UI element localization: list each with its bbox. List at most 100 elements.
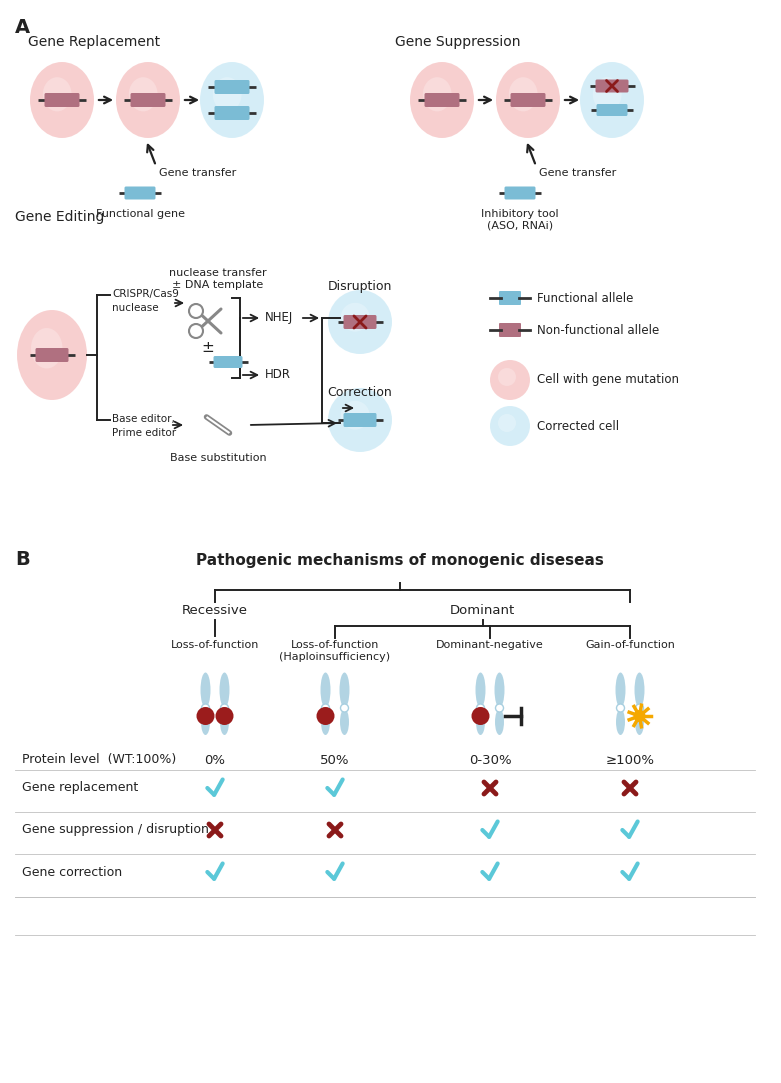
Ellipse shape (340, 709, 349, 735)
Text: Protein level  (WT:100%): Protein level (WT:100%) (22, 754, 177, 767)
Circle shape (216, 707, 234, 725)
Ellipse shape (129, 77, 158, 112)
Text: Gene correction: Gene correction (22, 865, 122, 878)
Ellipse shape (494, 673, 505, 707)
FancyBboxPatch shape (45, 93, 80, 107)
Ellipse shape (212, 77, 241, 112)
Ellipse shape (31, 328, 62, 368)
Ellipse shape (219, 673, 230, 707)
FancyBboxPatch shape (425, 93, 459, 107)
Ellipse shape (321, 709, 330, 735)
FancyBboxPatch shape (511, 93, 545, 107)
Text: Cell with gene mutation: Cell with gene mutation (537, 374, 679, 387)
Text: Gene replacement: Gene replacement (22, 782, 138, 795)
Text: Gene Suppression: Gene Suppression (395, 35, 520, 49)
Text: nuclease: nuclease (112, 303, 159, 313)
Ellipse shape (30, 62, 94, 138)
Text: Loss-of-function: Loss-of-function (171, 640, 259, 650)
Circle shape (636, 704, 644, 712)
Ellipse shape (341, 401, 369, 430)
FancyBboxPatch shape (35, 348, 69, 362)
Circle shape (476, 704, 484, 712)
Text: Gene Editing: Gene Editing (15, 210, 105, 224)
Circle shape (616, 704, 625, 712)
Ellipse shape (17, 310, 87, 400)
Text: Disruption: Disruption (328, 280, 392, 293)
Text: Non-functional allele: Non-functional allele (537, 324, 659, 337)
Circle shape (197, 707, 215, 725)
Text: Corrected cell: Corrected cell (537, 419, 619, 432)
Ellipse shape (616, 709, 625, 735)
Ellipse shape (340, 673, 350, 707)
Text: B: B (15, 550, 30, 569)
Circle shape (201, 704, 209, 712)
Ellipse shape (580, 62, 644, 138)
FancyBboxPatch shape (344, 315, 376, 329)
FancyBboxPatch shape (215, 80, 249, 94)
Ellipse shape (328, 388, 392, 452)
Ellipse shape (490, 406, 530, 446)
Text: Dominant: Dominant (450, 604, 515, 617)
Ellipse shape (201, 709, 210, 735)
Text: Prime editor: Prime editor (112, 428, 177, 438)
Text: HDR: HDR (265, 368, 291, 381)
Circle shape (322, 704, 330, 712)
FancyBboxPatch shape (130, 93, 166, 107)
Circle shape (189, 324, 203, 338)
Circle shape (189, 304, 203, 318)
Ellipse shape (200, 62, 264, 138)
Text: Functional gene: Functional gene (95, 209, 184, 219)
FancyBboxPatch shape (499, 291, 521, 305)
FancyBboxPatch shape (344, 413, 376, 427)
Text: Loss-of-function
(Haploinsufficiency): Loss-of-function (Haploinsufficiency) (280, 640, 390, 662)
Ellipse shape (476, 709, 485, 735)
Text: CRISPR/Cas9: CRISPR/Cas9 (112, 289, 179, 299)
Ellipse shape (476, 673, 486, 707)
Ellipse shape (341, 303, 369, 331)
FancyBboxPatch shape (597, 104, 627, 116)
Text: Correction: Correction (327, 386, 392, 399)
Text: NHEJ: NHEJ (265, 312, 293, 325)
Text: Gene transfer: Gene transfer (539, 168, 616, 178)
Ellipse shape (116, 62, 180, 138)
Text: Gene suppression / disruption: Gene suppression / disruption (22, 823, 209, 836)
Ellipse shape (498, 368, 516, 386)
Ellipse shape (508, 77, 537, 112)
Ellipse shape (328, 290, 392, 354)
Text: Inhibitory tool
(ASO, RNAi): Inhibitory tool (ASO, RNAi) (481, 209, 559, 231)
Text: nuclease transfer
± DNA template: nuclease transfer ± DNA template (169, 268, 267, 289)
Ellipse shape (593, 77, 622, 112)
Ellipse shape (495, 709, 504, 735)
FancyBboxPatch shape (499, 323, 521, 337)
FancyBboxPatch shape (124, 186, 155, 199)
Ellipse shape (634, 673, 644, 707)
Ellipse shape (410, 62, 474, 138)
Text: Base substitution: Base substitution (169, 453, 266, 464)
Circle shape (472, 707, 490, 725)
Text: 50%: 50% (320, 754, 350, 767)
Circle shape (495, 704, 504, 712)
FancyBboxPatch shape (213, 356, 242, 368)
Ellipse shape (423, 77, 451, 112)
Circle shape (220, 704, 229, 712)
Text: 0%: 0% (205, 754, 226, 767)
Ellipse shape (490, 360, 530, 400)
Text: Recessive: Recessive (182, 604, 248, 617)
Text: Gene transfer: Gene transfer (159, 168, 236, 178)
Text: ≥100%: ≥100% (605, 754, 654, 767)
FancyBboxPatch shape (215, 106, 249, 120)
Text: Gene Replacement: Gene Replacement (28, 35, 160, 49)
Text: A: A (15, 18, 30, 37)
Text: Functional allele: Functional allele (537, 291, 633, 304)
FancyBboxPatch shape (595, 79, 629, 92)
Ellipse shape (201, 673, 211, 707)
Ellipse shape (635, 709, 644, 735)
Text: ±: ± (201, 339, 214, 354)
Ellipse shape (496, 62, 560, 138)
Text: 0-30%: 0-30% (469, 754, 512, 767)
Text: Pathogenic mechanisms of monogenic diseseas: Pathogenic mechanisms of monogenic dises… (196, 553, 604, 567)
Ellipse shape (498, 414, 516, 432)
Circle shape (316, 707, 334, 725)
Circle shape (633, 710, 646, 722)
Ellipse shape (615, 673, 626, 707)
